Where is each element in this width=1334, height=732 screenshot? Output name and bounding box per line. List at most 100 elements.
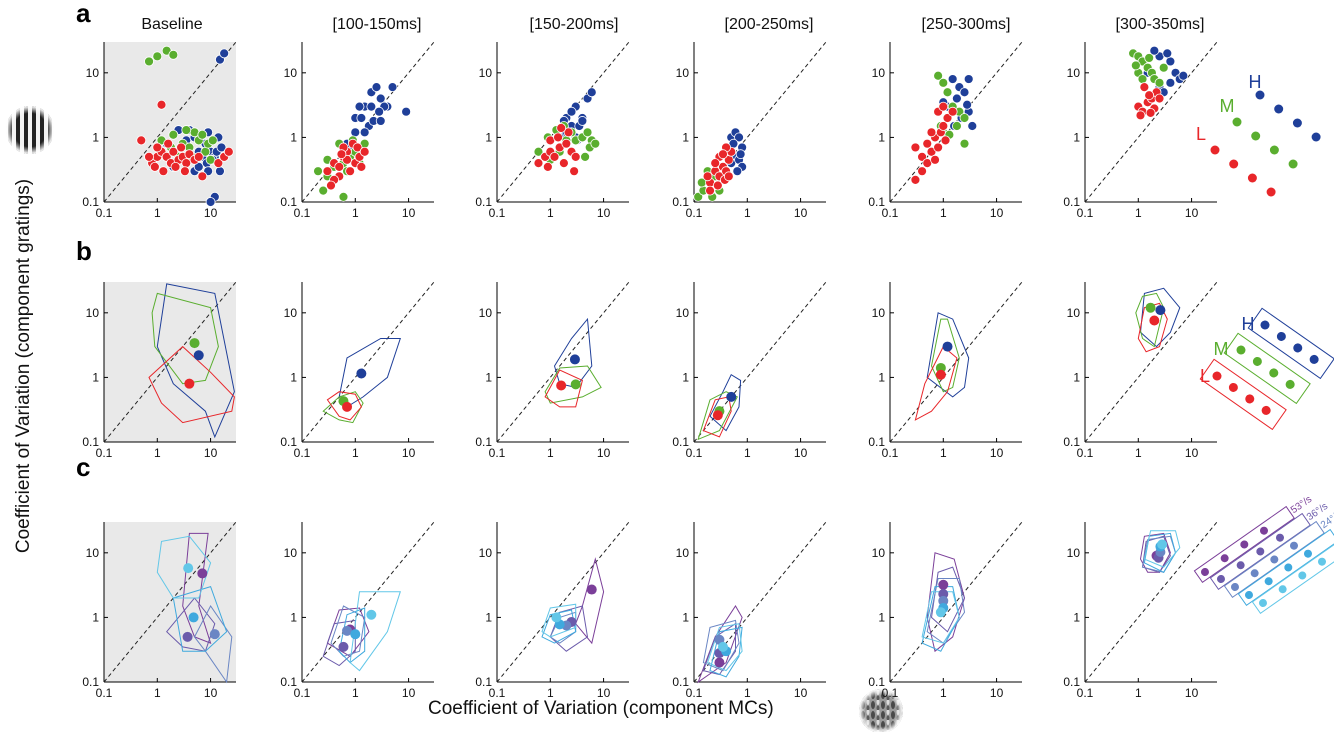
mean-point-11°/s <box>366 609 377 620</box>
data-point-H <box>1165 77 1176 88</box>
hull-L <box>326 391 362 421</box>
legend-dot-speed <box>1264 577 1273 586</box>
data-point-L <box>181 158 192 169</box>
data-point-H <box>732 166 743 177</box>
x-tick-label: 10 <box>794 686 808 700</box>
legend-dot-H <box>1309 354 1319 364</box>
hull-36°/s <box>166 597 216 652</box>
x-tick-label: 10 <box>794 206 808 220</box>
legend-dot-M <box>1269 368 1279 378</box>
x-tick-label: 1 <box>547 446 554 460</box>
legend-dot-speed <box>1259 526 1268 535</box>
data-point-L <box>558 158 569 169</box>
y-tick-label: 0.1 <box>1063 675 1080 689</box>
legend-box-group-L <box>1199 358 1287 431</box>
legend-dot-L <box>1261 405 1271 415</box>
x-tick-label: 10 <box>402 686 416 700</box>
plot-background <box>104 42 236 202</box>
x-tick-label: 0.1 <box>882 446 899 460</box>
y-tick-label: 1 <box>485 610 492 624</box>
data-point-H <box>577 116 588 126</box>
legend-band-group-3: 16°/s <box>1237 517 1334 607</box>
legend-b: HML <box>1199 307 1334 431</box>
mean-point-M <box>189 338 200 349</box>
legend-dot-M <box>1269 145 1279 155</box>
y-tick-label: 10 <box>479 306 493 320</box>
data-point-M <box>144 56 154 67</box>
x-tick-label: 1 <box>154 206 161 220</box>
y-tick-label: 1 <box>290 370 297 384</box>
column-title-150-200: [150-200ms] <box>529 16 619 33</box>
x-tick-label: 10 <box>402 206 416 220</box>
unity-diagonal <box>1084 521 1218 683</box>
mean-point-16°/s <box>188 612 199 623</box>
panel-c-2: 0.10.1 1 1 10 10 <box>475 521 630 700</box>
data-point-H <box>350 127 361 138</box>
mean-point-L <box>935 369 946 380</box>
panel-a-1: 0.10.1 1 1 10 10 <box>280 41 435 220</box>
plaid-stimulus-icon <box>859 689 903 732</box>
mean-point-L <box>556 380 567 391</box>
legend-box-M <box>1223 332 1311 405</box>
hull-36°/s <box>702 622 736 676</box>
data-point-M <box>1154 77 1165 88</box>
mean-point-M <box>570 379 581 390</box>
data-point-H <box>216 142 227 153</box>
hull-11°/s <box>349 591 401 672</box>
legend-dot-speed <box>1256 547 1265 556</box>
data-point-L <box>334 161 345 172</box>
data-point-H <box>219 48 230 59</box>
mean-point-53°/s <box>197 568 208 579</box>
data-point-L <box>930 154 940 165</box>
data-point-L <box>917 166 927 177</box>
legend-dot-L <box>1247 173 1257 183</box>
panel-a-5: 0.10.1 1 1 10 10 <box>1063 41 1218 220</box>
data-point-L <box>922 138 933 149</box>
mean-point-24°/s <box>938 595 949 606</box>
y-tick-label: 1 <box>1073 370 1080 384</box>
data-point-L <box>163 138 174 149</box>
mean-point-53°/s <box>938 579 949 590</box>
x-tick-label: 0.1 <box>96 446 113 460</box>
x-tick-label: 0.1 <box>294 686 311 700</box>
x-tick-label: 1 <box>1135 446 1142 460</box>
data-point-L <box>723 171 734 182</box>
legend-box-group-H <box>1247 307 1334 380</box>
y-tick-label: 10 <box>676 546 690 560</box>
data-point-L <box>542 161 553 172</box>
hull-L <box>702 396 732 438</box>
data-point-L <box>933 142 944 153</box>
y-tick-label: 10 <box>1067 306 1081 320</box>
y-tick-label: 0.1 <box>280 435 297 449</box>
legend-dot-speed <box>1217 575 1225 583</box>
data-point-M <box>318 185 329 196</box>
x-tick-label: 10 <box>204 446 218 460</box>
hull-H <box>338 338 401 408</box>
y-tick-label: 0.1 <box>672 675 689 689</box>
x-tick-label: 10 <box>1185 446 1199 460</box>
x-tick-label: 10 <box>1185 686 1199 700</box>
legend-a: HML <box>1196 72 1321 197</box>
x-tick-label: 1 <box>547 206 554 220</box>
mean-point-H <box>1155 305 1166 316</box>
y-tick-label: 1 <box>682 130 689 144</box>
mean-point-H <box>726 391 737 402</box>
panel-c-4: 0.10.1 1 1 10 10 <box>868 521 1023 700</box>
panel-b-1: 0.10.1 1 1 10 10 <box>280 281 435 460</box>
x-tick-label: 1 <box>744 686 751 700</box>
data-point-L <box>917 151 927 162</box>
x-tick-label: 1 <box>547 686 554 700</box>
data-point-L <box>1135 110 1146 121</box>
column-title-100-150: [100-150ms] <box>332 16 422 33</box>
x-tick-label: 10 <box>402 446 416 460</box>
x-tick-label: 1 <box>1135 206 1142 220</box>
y-tick-label: 0.1 <box>280 675 297 689</box>
data-point-L <box>170 161 181 172</box>
panel-b-5: 0.10.1 1 1 10 10 <box>1063 281 1218 460</box>
panel-letter-c: c <box>76 452 91 482</box>
legend-label-M: M <box>1214 339 1229 359</box>
data-point-L <box>352 142 363 153</box>
y-tick-label: 0.1 <box>1063 435 1080 449</box>
y-tick-label: 10 <box>86 546 100 560</box>
